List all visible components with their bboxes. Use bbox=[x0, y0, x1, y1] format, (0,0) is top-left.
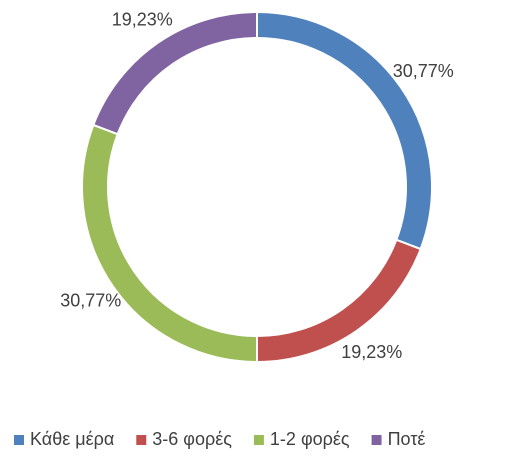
data-label: 19,23% bbox=[341, 342, 402, 362]
legend-label: Κάθε μέρα bbox=[30, 429, 114, 449]
donut-segment bbox=[92, 10, 258, 136]
legend-swatch bbox=[14, 435, 24, 445]
donut-segment bbox=[256, 10, 433, 251]
data-label: 30,77% bbox=[393, 61, 454, 81]
data-label: 30,77% bbox=[60, 290, 121, 310]
legend-swatch bbox=[136, 435, 147, 445]
legend-swatch bbox=[371, 435, 382, 445]
legend-swatch bbox=[253, 435, 264, 445]
legend-label: 1-2 φορές bbox=[270, 429, 350, 449]
data-label: 19,23% bbox=[112, 10, 173, 30]
donut-segment bbox=[81, 123, 258, 364]
legend-label: Ποτέ bbox=[388, 429, 426, 449]
legend-label: 3-6 φορές bbox=[152, 429, 232, 449]
